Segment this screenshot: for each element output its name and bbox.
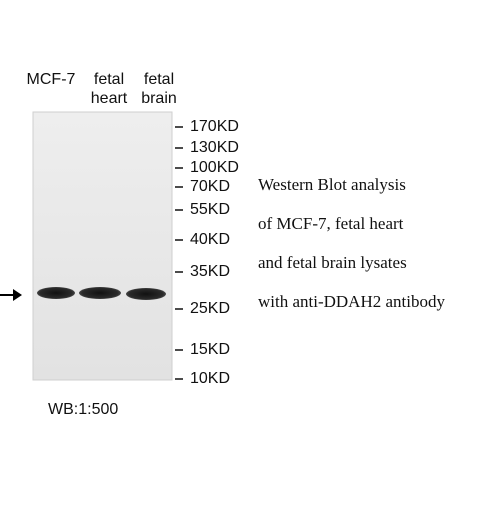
caption-line: and fetal brain lysates [258,253,407,272]
marker-label: 100KD [190,159,239,176]
caption-line: of MCF-7, fetal heart [258,214,404,233]
lane-label: fetal [94,71,124,88]
lane-label: MCF-7 [27,71,76,88]
marker-label: 15KD [190,341,230,358]
band [126,288,166,300]
marker-label: 70KD [190,178,230,195]
marker-label: 10KD [190,370,230,387]
lane-label: fetal [144,71,174,88]
caption-line: with anti-DDAH2 antibody [258,292,445,311]
marker-label: 25KD [190,300,230,317]
marker-label: 55KD [190,201,230,218]
lane-label: brain [141,90,177,107]
arrow [0,289,22,301]
gel-membrane [32,111,173,381]
marker-label: 35KD [190,263,230,280]
band [79,287,121,299]
marker-label: 170KD [190,118,239,135]
marker-label: 40KD [190,231,230,248]
dilution-label: WB:1:500 [48,401,118,418]
marker-label: 130KD [190,139,239,156]
lane-label: heart [91,90,128,107]
band [37,287,75,299]
caption-line: Western Blot analysis [258,175,406,194]
